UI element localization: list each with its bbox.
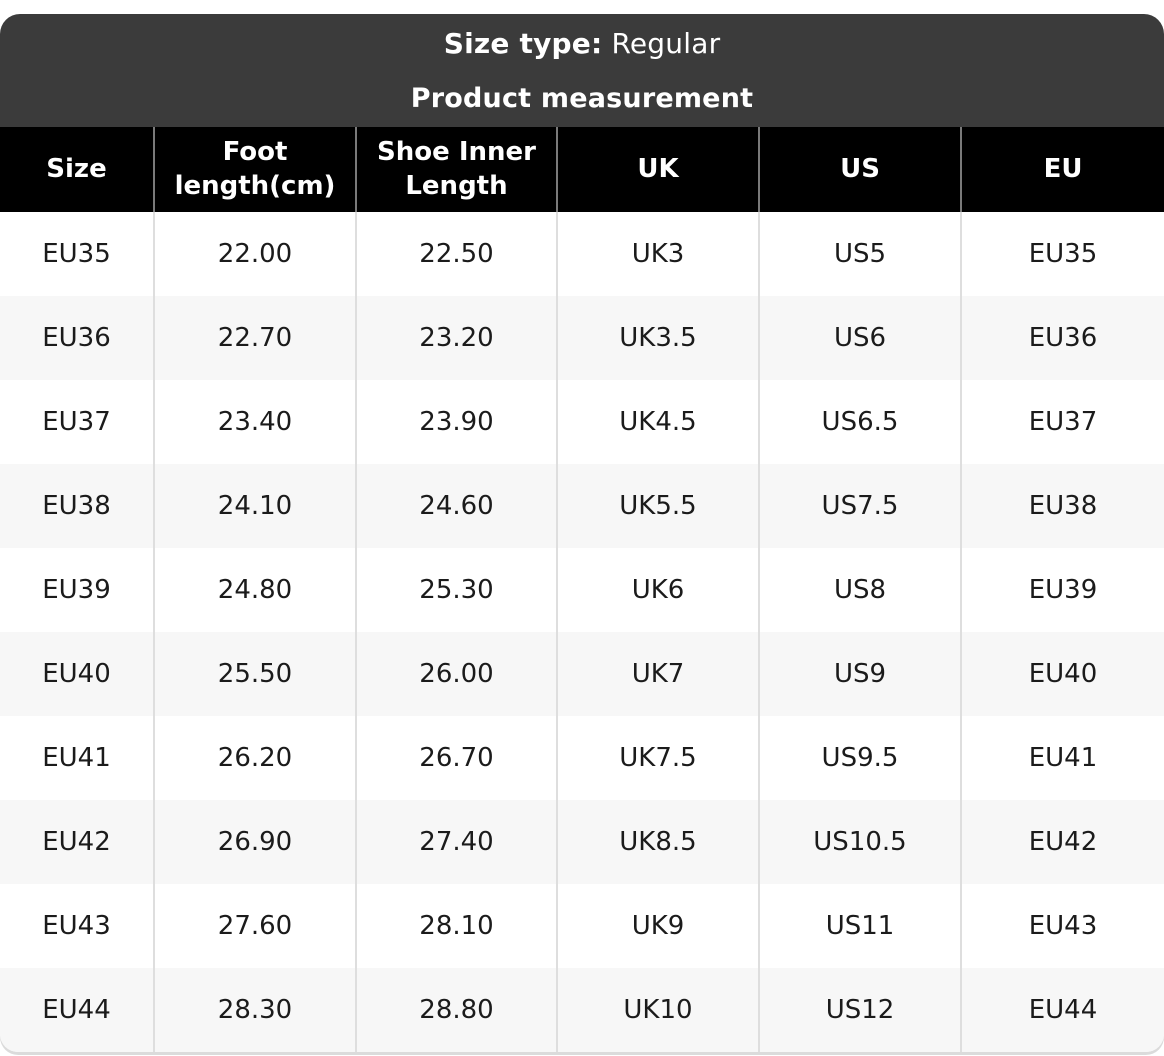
table-cell: 24.10: [153, 464, 356, 548]
table-cell: EU35: [960, 212, 1164, 296]
table-cell: US6.5: [758, 380, 961, 464]
table-cell: UK7.5: [556, 716, 759, 800]
table-row: EU41 26.20 26.70 UK7.5 US9.5 EU41: [0, 716, 1164, 800]
table-cell: US11: [758, 884, 961, 968]
table-cell: US5: [758, 212, 961, 296]
size-type-line: Size type: Regular: [444, 27, 721, 61]
table-header-row: Size Foot length(cm) Shoe Inner Length UK US…: [0, 127, 1164, 212]
size-type-value: Regular: [611, 27, 721, 61]
table-cell: UK3: [556, 212, 759, 296]
table-cell: UK10: [556, 968, 759, 1052]
column-header: EU: [960, 127, 1164, 212]
table-row: EU44 28.30 28.80 UK10 US12 EU44: [0, 968, 1164, 1052]
table-cell: US12: [758, 968, 961, 1052]
table-cell: 28.30: [153, 968, 356, 1052]
table-cell: 23.40: [153, 380, 356, 464]
table-cell: US10.5: [758, 800, 961, 884]
table-cell: EU37: [960, 380, 1164, 464]
table-cell: EU41: [960, 716, 1164, 800]
table-cell: EU39: [0, 548, 154, 632]
table-cell: UK5.5: [556, 464, 759, 548]
table-cell: 28.10: [355, 884, 557, 968]
table-cell: 23.20: [355, 296, 557, 380]
product-measurement-title: Product measurement: [410, 82, 754, 114]
table-row: EU36 22.70 23.20 UK3.5 US6 EU36: [0, 296, 1164, 380]
table-cell: EU40: [960, 632, 1164, 716]
table-cell: EU40: [0, 632, 154, 716]
table-row: EU37 23.40 23.90 UK4.5 US6.5 EU37: [0, 380, 1164, 464]
table-cell: 25.50: [153, 632, 356, 716]
table-cell: 26.20: [153, 716, 356, 800]
table-cell: EU36: [0, 296, 154, 380]
size-chart-card: Size type: Regular Product measurement S…: [0, 14, 1164, 1052]
table-cell: UK3.5: [556, 296, 759, 380]
table-cell: 26.90: [153, 800, 356, 884]
table-row: EU38 24.10 24.60 UK5.5 US7.5 EU38: [0, 464, 1164, 548]
column-header: Foot length(cm): [153, 127, 356, 212]
size-type-label: Size type:: [443, 27, 603, 61]
table-cell: 22.50: [355, 212, 557, 296]
table-cell: US8: [758, 548, 961, 632]
table-cell: EU43: [0, 884, 154, 968]
table-cell: 28.80: [355, 968, 557, 1052]
table-row: EU40 25.50 26.00 UK7 US9 EU40: [0, 632, 1164, 716]
table-cell: 22.00: [153, 212, 356, 296]
table-cell: EU43: [960, 884, 1164, 968]
table-cell: EU37: [0, 380, 154, 464]
table-cell: EU35: [0, 212, 154, 296]
table-cell: US9: [758, 632, 961, 716]
table-cell: 26.00: [355, 632, 557, 716]
table-cell: EU44: [0, 968, 154, 1052]
table-cell: EU42: [0, 800, 154, 884]
table-cell: UK7: [556, 632, 759, 716]
table-cell: US9.5: [758, 716, 961, 800]
table-cell: US6: [758, 296, 961, 380]
table-cell: UK9: [556, 884, 759, 968]
column-header: Shoe Inner Length: [355, 127, 557, 212]
table-cell: 23.90: [355, 380, 557, 464]
table-cell: 22.70: [153, 296, 356, 380]
size-chart-table: Size Foot length(cm) Shoe Inner Length UK US…: [0, 127, 1164, 1052]
table-row: EU43 27.60 28.10 UK9 US11 EU43: [0, 884, 1164, 968]
table-cell: EU38: [0, 464, 154, 548]
table-cell: EU42: [960, 800, 1164, 884]
column-header: US: [758, 127, 961, 212]
table-cell: 25.30: [355, 548, 557, 632]
size-chart-title-bar: Size type: Regular Product measurement: [0, 14, 1164, 127]
column-header: Size: [0, 127, 154, 212]
table-cell: EU44: [960, 968, 1164, 1052]
table-cell: 27.40: [355, 800, 557, 884]
table-cell: EU38: [960, 464, 1164, 548]
table-row: EU42 26.90 27.40 UK8.5 US10.5 EU42: [0, 800, 1164, 884]
table-cell: EU36: [960, 296, 1164, 380]
table-cell: UK6: [556, 548, 759, 632]
table-cell: US7.5: [758, 464, 961, 548]
table-row: EU39 24.80 25.30 UK6 US8 EU39: [0, 548, 1164, 632]
table-cell: 26.70: [355, 716, 557, 800]
column-header: UK: [556, 127, 759, 212]
table-cell: UK8.5: [556, 800, 759, 884]
table-row: EU35 22.00 22.50 UK3 US5 EU35: [0, 212, 1164, 296]
table-cell: 24.60: [355, 464, 557, 548]
table-cell: 24.80: [153, 548, 356, 632]
table-cell: UK4.5: [556, 380, 759, 464]
table-cell: 27.60: [153, 884, 356, 968]
table-cell: EU39: [960, 548, 1164, 632]
table-body: EU35 22.00 22.50 UK3 US5 EU35 EU36 22.70 23.20 UK…: [0, 212, 1164, 1052]
table-cell: EU41: [0, 716, 154, 800]
